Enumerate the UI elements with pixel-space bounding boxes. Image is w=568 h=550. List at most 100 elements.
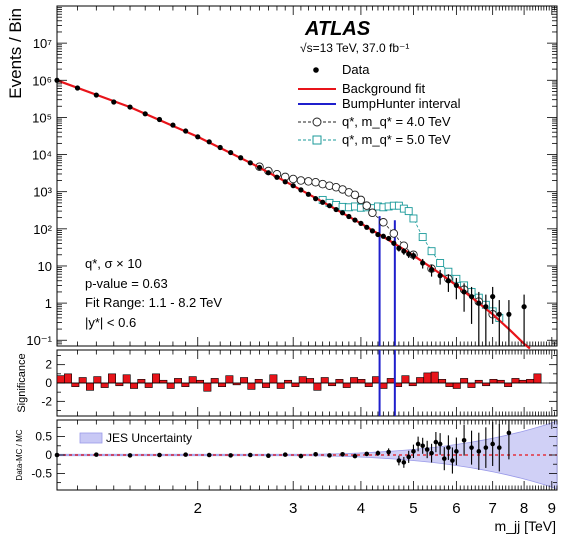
ratio-point <box>206 452 212 458</box>
significance-bar <box>298 376 307 384</box>
energy-label: √s=13 TeV, 37.0 fb⁻¹ <box>300 41 409 55</box>
significance-bar <box>78 377 87 384</box>
significance-bar <box>122 374 131 384</box>
ratio-point <box>506 430 512 436</box>
significance-ylabel: Significance <box>16 353 28 412</box>
data-point <box>445 278 451 284</box>
data-point <box>461 289 467 295</box>
legend-signal5-label: q*, m_q* = 5.0 TeV <box>342 132 451 147</box>
significance-bar <box>460 378 469 384</box>
sig-y-tick-label: -2 <box>41 394 52 408</box>
significance-bar <box>247 382 256 390</box>
significance-bar <box>159 379 168 384</box>
x-tick-label: 2 <box>194 500 202 517</box>
significance-bar <box>342 382 351 388</box>
ratio-point <box>386 449 391 455</box>
info-line-1: q*, σ × 10 <box>85 256 142 271</box>
jes-legend-swatch <box>79 432 103 444</box>
ratio-point <box>424 447 430 452</box>
data-point <box>195 134 201 140</box>
significance-bar <box>445 382 454 387</box>
signal-4tev-point <box>379 218 388 227</box>
signal-5tev-point <box>409 214 418 223</box>
significance-bar <box>188 376 197 384</box>
data-point <box>305 191 311 197</box>
ratio-point <box>157 452 162 458</box>
ratio-point <box>476 449 482 454</box>
signal-4tev-point <box>356 195 366 205</box>
data-point <box>401 248 407 254</box>
data-point <box>369 228 376 234</box>
info-line-3: Fit Range: 1.1 - 8.2 TeV <box>85 295 222 310</box>
ratio-point <box>441 456 447 461</box>
significance-bar <box>64 373 72 384</box>
x-tick-label: 7 <box>488 500 496 517</box>
ratio-point <box>228 453 233 458</box>
significance-bar <box>328 382 337 387</box>
data-point <box>142 111 148 117</box>
ratio-y-tick-label: 0.5 <box>35 430 52 444</box>
data-point <box>265 170 271 176</box>
main-panel-frame <box>56 5 558 347</box>
data-point <box>521 304 527 310</box>
ratio-point <box>352 453 358 459</box>
significance-bar <box>225 375 234 384</box>
data-point <box>428 266 435 273</box>
ratio-point <box>420 443 425 449</box>
legend-data-marker <box>313 67 319 73</box>
ratio-point <box>496 445 502 450</box>
significance-bar <box>240 377 249 384</box>
sig-y-tick-label: 0 <box>45 376 52 390</box>
significance-bar <box>152 373 160 384</box>
significance-bar <box>254 379 263 384</box>
axes: 2 3 4 5 6 7 8 9 10⁻¹ 1 10 10² 10³ 10⁴ 10⁵ 10⁶ 10⁷ -2 0 2 -0.… <box>26 6 558 517</box>
signal-5tev-point <box>444 267 453 276</box>
significance-bar <box>320 377 329 384</box>
legend-bgfit-label: Background fit <box>342 81 425 96</box>
ratio-point <box>375 450 381 456</box>
significance-bar <box>386 378 395 384</box>
data-point <box>490 293 496 300</box>
data-point <box>506 311 512 317</box>
x-tick-label: 3 <box>289 500 297 517</box>
data-point <box>364 224 370 230</box>
ratio-point <box>340 451 345 457</box>
significance-bar <box>482 382 491 387</box>
significance-bar <box>100 382 109 388</box>
signal-4tev-point <box>288 174 298 184</box>
signal-4tev-point <box>362 201 371 210</box>
significance-bar <box>93 376 102 384</box>
legend-signal4-label: q*, m_q* = 4.0 TeV <box>342 114 451 129</box>
ratio-point <box>94 452 99 457</box>
significance-bar <box>210 378 219 384</box>
data-point <box>206 139 212 145</box>
y-tick-label: 10 <box>38 259 52 274</box>
data-point <box>468 293 475 300</box>
y-tick-label: 10⁵ <box>32 110 52 125</box>
significance-bar <box>115 382 124 387</box>
data-point <box>476 300 482 306</box>
signal-4tev-point <box>311 177 320 187</box>
data-point <box>274 174 280 180</box>
significance-bar <box>269 374 278 384</box>
data-point <box>437 273 443 279</box>
atlas-label: ATLAS <box>304 18 371 40</box>
jes-legend-label: JES Uncertainty <box>106 431 192 445</box>
ratio-point <box>461 437 467 443</box>
signal-4tev-point <box>350 190 360 200</box>
significance-bar <box>144 382 153 388</box>
data-point <box>217 144 223 151</box>
main-ylabel: Events / Bin <box>6 8 25 99</box>
signal-4tev-line <box>259 166 493 315</box>
significance-bar <box>350 377 359 384</box>
significance-bar <box>518 379 527 384</box>
significance-bar <box>284 379 293 384</box>
data-point <box>93 92 99 98</box>
y-tick-label: 10⁴ <box>32 148 52 163</box>
significance-bar <box>438 379 447 384</box>
significance-bar <box>86 382 94 391</box>
signal-4tev-point <box>304 177 313 186</box>
ratio-point <box>282 452 288 457</box>
sig-y-tick-label: 2 <box>45 358 52 372</box>
